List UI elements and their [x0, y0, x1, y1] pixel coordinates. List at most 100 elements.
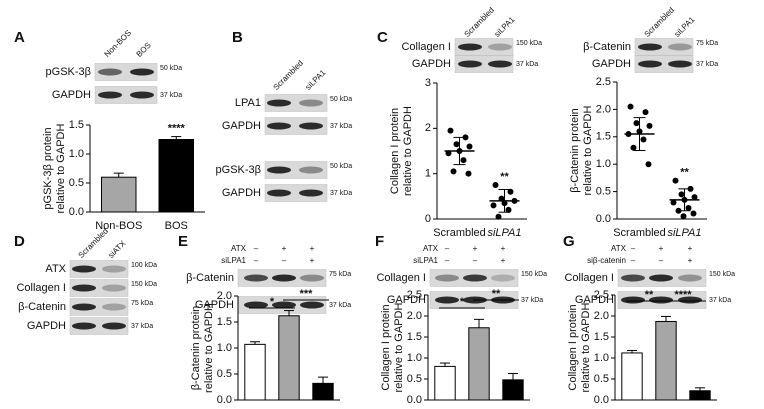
kda-label: 150 kDa: [521, 271, 547, 278]
y-axis-label-line: relative to GAPDH: [203, 303, 215, 393]
condition-sign: +: [659, 244, 664, 253]
blot-band: [488, 60, 512, 68]
data-point: [640, 136, 647, 143]
panel-letter: G: [563, 233, 575, 250]
data-point: [678, 191, 685, 198]
y-axis-label-line: relative to GAPDH: [580, 303, 592, 393]
blot-row-label: pGSK-3β: [216, 164, 261, 176]
data-point: [507, 188, 514, 195]
data-point: [670, 199, 677, 206]
blot-band: [272, 274, 296, 282]
data-point: [672, 177, 679, 184]
blot-row-label: GAPDH: [592, 58, 631, 70]
y-tick-label: 1.5: [594, 331, 609, 343]
kda-label: 75 kDa: [696, 40, 718, 47]
significance: *: [460, 296, 465, 308]
condition-name: ATX: [231, 244, 247, 253]
y-tick-label: 2.0: [407, 310, 422, 322]
blot-band: [98, 91, 122, 99]
data-point: [453, 141, 460, 148]
kda-label: 150 kDa: [709, 271, 735, 278]
x-tick-label: siLPA1: [667, 227, 701, 239]
blot-band: [678, 274, 702, 282]
lane-header: Scrambled: [463, 5, 496, 38]
blot-band: [267, 189, 291, 197]
blot-band: [435, 274, 459, 282]
blot-strip: [264, 117, 328, 135]
blot-row-label: GAPDH: [575, 294, 614, 306]
data-point: [450, 168, 457, 175]
condition-sign: +: [473, 244, 478, 253]
blot-strip: [69, 298, 129, 316]
condition-name: siLPA1: [413, 256, 438, 265]
blot-strip: [264, 184, 328, 202]
data-point: [495, 213, 502, 220]
lane-header: siLPA1: [304, 68, 328, 92]
significance: **: [645, 289, 654, 301]
y-axis-label-line: relative to GAPDH: [393, 303, 405, 393]
blot-band: [72, 284, 96, 292]
kda-label: 37 kDa: [696, 61, 718, 68]
blot-band: [102, 284, 126, 292]
bar: [689, 390, 711, 401]
blot-band: [299, 99, 323, 107]
data-point: [627, 103, 634, 110]
blot-band: [72, 265, 96, 273]
blot-band: [102, 303, 126, 311]
data-point: [646, 122, 653, 129]
blot-strip: [69, 279, 129, 297]
blot-strip: [264, 94, 328, 112]
blot-band: [668, 43, 692, 51]
kda-label: 150 kDa: [131, 281, 157, 288]
data-point: [498, 195, 505, 202]
blot-strip: [94, 63, 158, 81]
blot-row-label: pGSK-3β: [46, 66, 91, 78]
y-tick-label: 0.0: [69, 206, 84, 218]
blot-band: [102, 322, 126, 330]
kda-label: 150 kDa: [516, 40, 542, 47]
data-point: [680, 213, 687, 220]
kda-label: 75 kDa: [329, 271, 351, 278]
significance: **: [680, 167, 689, 179]
y-tick-label: 1.5: [217, 316, 232, 328]
y-tick-label: 2.0: [594, 310, 609, 322]
lane-header: siLPA1: [673, 15, 697, 39]
blot-band: [621, 296, 645, 304]
blot-band: [458, 43, 482, 51]
blot-band: [98, 68, 122, 76]
blot-band: [267, 166, 291, 174]
y-axis-label: Collagen I proteinrelative to GAPDH: [380, 303, 405, 393]
kda-label: 37 kDa: [131, 323, 153, 330]
blot-row-label: GAPDH: [222, 120, 261, 132]
lane-header: Scrambled: [643, 5, 676, 38]
kda-label: 37 kDa: [521, 297, 543, 304]
bar: [158, 139, 194, 213]
y-tick-label: 1.0: [407, 352, 422, 364]
condition-sign: –: [631, 256, 636, 265]
y-tick-label: 2.5: [596, 76, 611, 88]
panel-letter: E: [178, 233, 188, 250]
condition-sign: +: [688, 256, 693, 265]
lane-header: BOS: [135, 41, 153, 59]
condition-sign: –: [254, 244, 259, 253]
y-tick-label: 0: [425, 213, 431, 225]
blot-row-label: β-Catenin: [583, 41, 631, 53]
y-axis-label-line: Collagen I protein: [380, 304, 392, 390]
y-tick-label: 0.0: [407, 394, 422, 406]
data-point: [447, 127, 454, 134]
bar: [434, 365, 456, 401]
blot-row-label: LPA1: [235, 97, 261, 109]
blot-band: [299, 122, 323, 130]
y-axis-label-line: pGSK-3β protein: [42, 127, 54, 209]
kda-label: 50 kDa: [160, 65, 182, 72]
condition-sign: +: [282, 244, 287, 253]
blot-band: [463, 274, 487, 282]
condition-name: ATX: [423, 244, 439, 253]
y-axis-label: Collagen I proteinrelative to GAPDH: [567, 303, 592, 393]
y-axis-label-line: β-Catenin protein: [190, 306, 202, 391]
blot-band: [267, 99, 291, 107]
blot-band: [649, 274, 673, 282]
blot-row-label: GAPDH: [387, 294, 426, 306]
blot-band: [267, 122, 291, 130]
